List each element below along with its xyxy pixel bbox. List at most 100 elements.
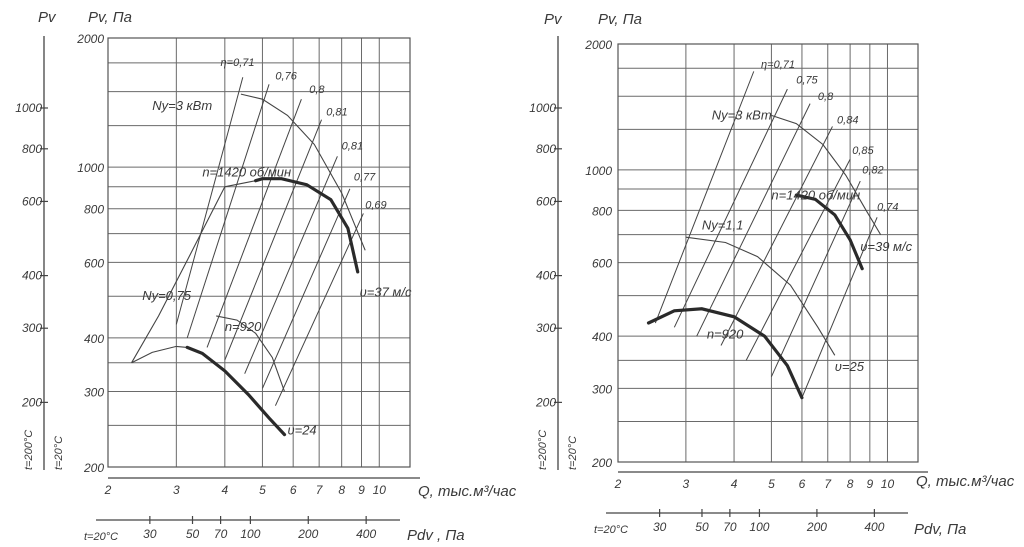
chart1-q-tick-label: 3 [173, 483, 180, 497]
chart1-efficiency-label-2: 0,76 [275, 71, 297, 83]
chart1-q-tick-label: 4 [221, 483, 228, 497]
chart1-pv-outer-tick-label: 400 [22, 269, 42, 283]
chart2-pv-outer-tick-label: 400 [536, 269, 556, 283]
chart1-efficiency-line-4 [224, 119, 323, 361]
chart1-pdv-tick-label: 400 [356, 527, 376, 541]
chart2-q-axis-title: Q, тыс.м³/час [916, 473, 1015, 490]
chart1-pv-axis-title: Pv, Па [88, 9, 132, 26]
chart2-pdv-tick-label: 30 [653, 520, 667, 534]
chart2-efficiency-label-1: η=0,71 [761, 59, 795, 71]
chart2-plot-frame [617, 43, 919, 463]
chart2-efficiency-line-6 [770, 180, 861, 377]
chart1-annotation-2: Nу=0,75 [142, 288, 192, 303]
chart2-temp-20-label: t=20°C [567, 436, 579, 470]
chart1-pv-outer-tick-label: 600 [22, 194, 42, 208]
chart2-pdv-axis-title: Pdv, Па [914, 521, 966, 538]
chart1-efficiency-line-3 [206, 99, 302, 348]
chart1-temp-200-label: t=200°C [23, 430, 35, 470]
chart1-pv-outer-axis-title: Pv [38, 9, 57, 26]
chart1-efficiency-label-5: 0,81 [342, 140, 363, 152]
chart1-q-tick-label: 6 [290, 483, 297, 497]
chart1-efficiency-line-6 [261, 188, 351, 389]
chart1-efficiency-line-1 [175, 77, 244, 325]
chart1-efficiency-label-4: 0,81 [326, 106, 347, 118]
chart1-thin-curve-eta-upper [240, 93, 366, 251]
chart2-temp-200-label: t=200°C [537, 430, 549, 470]
chart1-efficiency-line-7 [274, 213, 364, 406]
chart1-pdv-tick-label: 200 [297, 527, 318, 541]
chart2-pv-outer-tick-label: 300 [536, 321, 556, 335]
chart1-efficiency-line-2 [186, 84, 270, 339]
chart2-q-tick-label: 7 [824, 477, 832, 491]
chart2-pv-tick-label: 1000 [585, 164, 612, 178]
chart2-pdv-tick-label: 50 [695, 520, 709, 534]
chart1-efficiency-label-1: η=0,71 [221, 57, 255, 69]
chart2-efficiency-line-2 [673, 88, 788, 328]
chart2-pv-outer-tick-label: 200 [535, 395, 556, 409]
chart1-thin-curve-lower-left [131, 345, 188, 364]
chart1-pdv-tick-label: 70 [214, 527, 228, 541]
chart2-efficiency-line-3 [696, 103, 811, 337]
chart1-pv-tick-label: 1000 [77, 161, 104, 175]
chart1-pv-outer-tick-label: 300 [22, 321, 42, 335]
chart2-efficiency-label-7: 0,74 [877, 201, 898, 213]
chart2-pv-tick-label: 200 [591, 456, 612, 470]
chart2-pv-outer-tick-label: 800 [536, 142, 556, 156]
chart1-q-tick-label: 9 [358, 483, 365, 497]
chart1-pv-tick-label: 200 [83, 461, 104, 475]
chart2-q-tick-label: 10 [881, 477, 895, 491]
chart1-pdv-tick-label: 50 [186, 527, 200, 541]
chart1-pdv-axis-title: Pdv , Па [407, 527, 465, 544]
chart2-pdv-tick-label: 400 [864, 520, 884, 534]
chart1-pv-outer-tick-label: 800 [22, 142, 42, 156]
chart2-q-tick-label: 6 [799, 477, 806, 491]
chart1-annotation-6: υ=24 [287, 423, 316, 438]
chart2-annotation-3: n=1420 об/мин [771, 187, 860, 202]
chart2-q-tick-label: 2 [614, 477, 622, 491]
chart1-pv-outer-tick-label: 1000 [15, 101, 42, 115]
chart1-annotation-3: n=1420 об/мин [202, 165, 291, 180]
chart1-q-tick-label: 5 [259, 483, 266, 497]
chart2-annotation-2: Nу=1,1 [702, 217, 744, 232]
chart2-pv-outer-tick-label: 600 [536, 194, 556, 208]
chart2-efficiency-line-7 [801, 217, 878, 398]
chart2-pv-tick-label: 400 [592, 330, 612, 344]
chart2-q-tick-label: 8 [847, 477, 854, 491]
chart2-pv-tick-label: 800 [592, 204, 612, 218]
chart2-annotation-5: υ=39 м/с [860, 239, 912, 254]
chart2-efficiency-label-2: 0,75 [796, 74, 818, 86]
chart2-q-tick-label: 3 [683, 477, 690, 491]
chart1-plot-frame [107, 37, 411, 468]
chart2-pv-axis-title: Pv, Па [598, 11, 642, 28]
chart2-pdv-tick-label: 70 [723, 520, 737, 534]
chart2-efficiency-line-4 [720, 126, 833, 346]
chart2-pdv-tick-label: 200 [806, 520, 827, 534]
chart1-pv-outer-tick-label: 200 [21, 395, 42, 409]
chart1-pdv-tick-label: 30 [143, 527, 157, 541]
chart1-q-tick-label: 7 [316, 483, 324, 497]
chart1-pv-tick-label: 300 [84, 385, 104, 399]
chart1-pv-tick-label: 2000 [76, 32, 104, 46]
chart1-efficiency-label-6: 0,77 [354, 172, 376, 184]
chart1-efficiency-line-5 [244, 156, 338, 374]
chart2-pv-tick-label: 600 [592, 257, 612, 271]
chart2-pv-tick-label: 2000 [584, 38, 612, 52]
chart2-thin-curve-eta-upper [771, 114, 882, 235]
chart2-pdv-temp-label: t=20°C [594, 524, 628, 536]
chart1-q-tick-label: 8 [338, 483, 345, 497]
chart2-efficiency-line-1 [654, 71, 755, 324]
chart1-pv-tick-label: 600 [84, 256, 104, 270]
chart1-thin-curve-eta-lower [216, 315, 286, 392]
chart1-pv-tick-label: 800 [84, 203, 104, 217]
chart2-pv-tick-label: 300 [592, 382, 612, 396]
chart2-pv-outer-axis-title: Pv [544, 11, 563, 28]
chart1-pdv-tick-label: 100 [240, 527, 260, 541]
chart2-efficiency-label-5: 0,85 [852, 145, 874, 157]
chart2-performance-curve-2 [646, 307, 804, 400]
chart2-efficiency-line-5 [745, 159, 851, 361]
chart2-annotation-4: n=920 [707, 326, 744, 341]
chart1-annotation-4: n=920 [225, 319, 262, 334]
chart2-thin-curve-eta-lower [685, 236, 836, 356]
chart1-pdv-temp-label: t=20°C [84, 531, 118, 543]
